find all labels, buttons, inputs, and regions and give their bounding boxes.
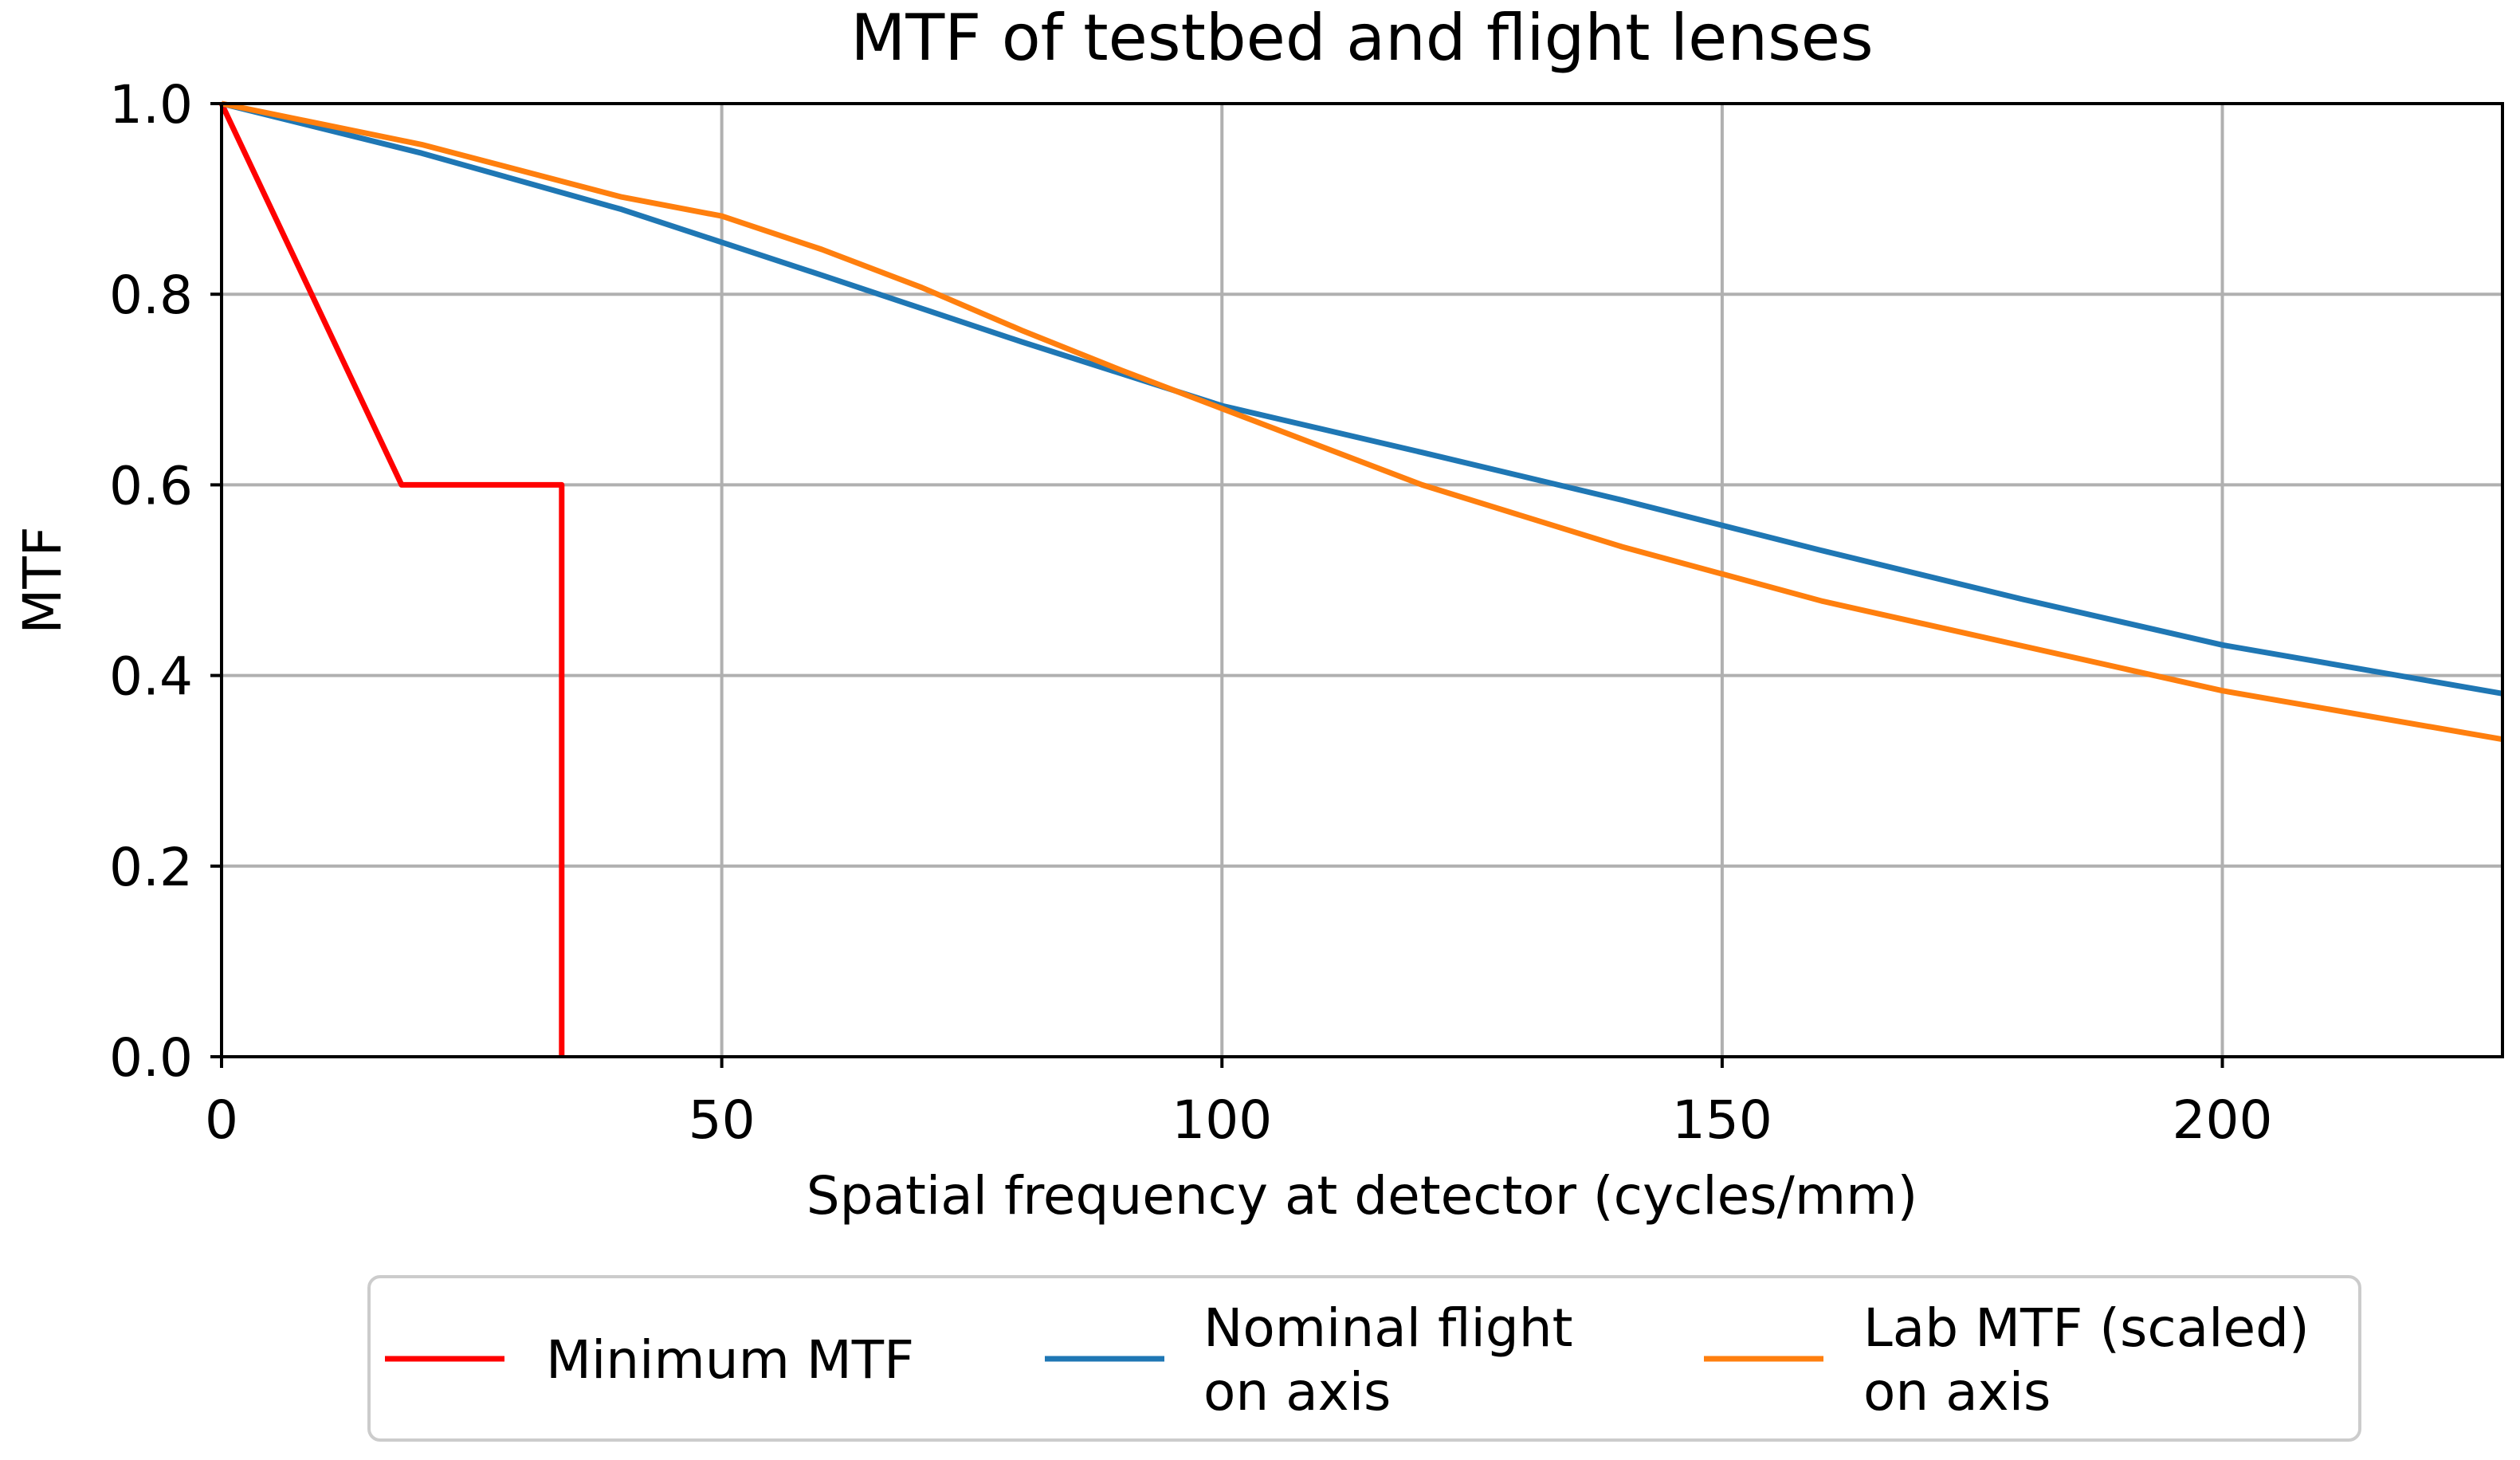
y-tick-label: 0.4 <box>109 646 193 708</box>
series-line-1 <box>221 100 2503 697</box>
legend-label: on axis <box>1203 1361 1391 1423</box>
legend-box <box>367 1275 2361 1442</box>
y-axis-label: MTF <box>12 526 73 634</box>
x-tick-label: 150 <box>1672 1089 1772 1151</box>
x-tick-label: 50 <box>689 1089 756 1151</box>
plot-frame <box>220 102 2504 1058</box>
legend-label: on axis <box>1863 1361 2051 1423</box>
series-line-0 <box>218 102 565 1057</box>
series-line-2 <box>221 100 2503 743</box>
x-tick-label: 100 <box>1172 1089 1272 1151</box>
x-tick-label: 200 <box>2173 1089 2273 1151</box>
y-tick-label: 0.0 <box>109 1027 193 1089</box>
series-layer <box>218 100 2503 1057</box>
y-tick-label: 0.6 <box>109 455 193 516</box>
ticks: 0 50 100 150 200 0.0 0.2 0.4 0.6 0.8 1.0 <box>109 74 2272 1151</box>
legend-label: Nominal flight <box>1203 1297 1572 1359</box>
x-axis-label: Spatial frequency at detector (cycles/mm… <box>807 1165 1917 1226</box>
legend-label: Lab MTF (scaled) <box>1863 1297 2310 1359</box>
y-tick-label: 0.8 <box>109 265 193 326</box>
legend-label: Minimum MTF <box>546 1329 914 1391</box>
y-tick-label: 0.2 <box>109 837 193 898</box>
chart-title: MTF of testbed and flight lenses <box>850 1 1873 75</box>
x-tick-label: 0 <box>205 1089 238 1151</box>
y-tick-label: 1.0 <box>109 74 193 135</box>
